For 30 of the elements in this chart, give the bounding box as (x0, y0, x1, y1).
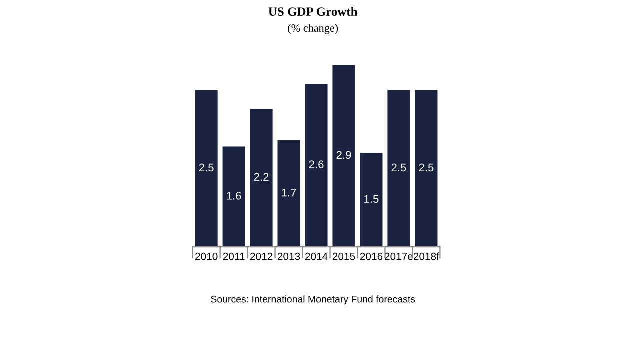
data-label: 2.2 (254, 173, 269, 181)
data-label: 2.9 (336, 151, 352, 160)
x-tick-label: 2010 (196, 252, 218, 260)
x-tick-label: 2013 (278, 252, 300, 260)
data-label: 1.7 (282, 188, 296, 197)
chart-subtitle: (% change) (288, 24, 338, 34)
x-tick-label: 2016 (360, 252, 383, 260)
source-note: Sources: International Monetary Fund forecasts (211, 296, 416, 305)
x-tick-label: 2011 (223, 252, 245, 260)
bar (388, 90, 410, 248)
data-label: 2.5 (392, 164, 406, 172)
bar (305, 84, 328, 248)
bar (250, 109, 273, 248)
chart-title: US GDP Growth (268, 7, 358, 16)
bar (360, 152, 383, 248)
bar (332, 65, 356, 248)
data-label: 2.6 (309, 160, 324, 169)
bar (415, 90, 438, 248)
data-label: 1.6 (227, 192, 242, 200)
x-tick-label: 2017e (385, 252, 413, 260)
x-tick-label: 2018f (414, 252, 440, 260)
bar (278, 140, 300, 248)
x-tick-label: 2012 (250, 252, 273, 260)
data-label: 2.5 (199, 164, 214, 172)
bar (195, 90, 218, 248)
data-label: 1.5 (364, 195, 379, 204)
data-label: 2.5 (419, 164, 434, 172)
bar (222, 146, 246, 248)
x-tick-label: 2015 (332, 252, 356, 260)
x-tick-label: 2014 (305, 252, 328, 260)
